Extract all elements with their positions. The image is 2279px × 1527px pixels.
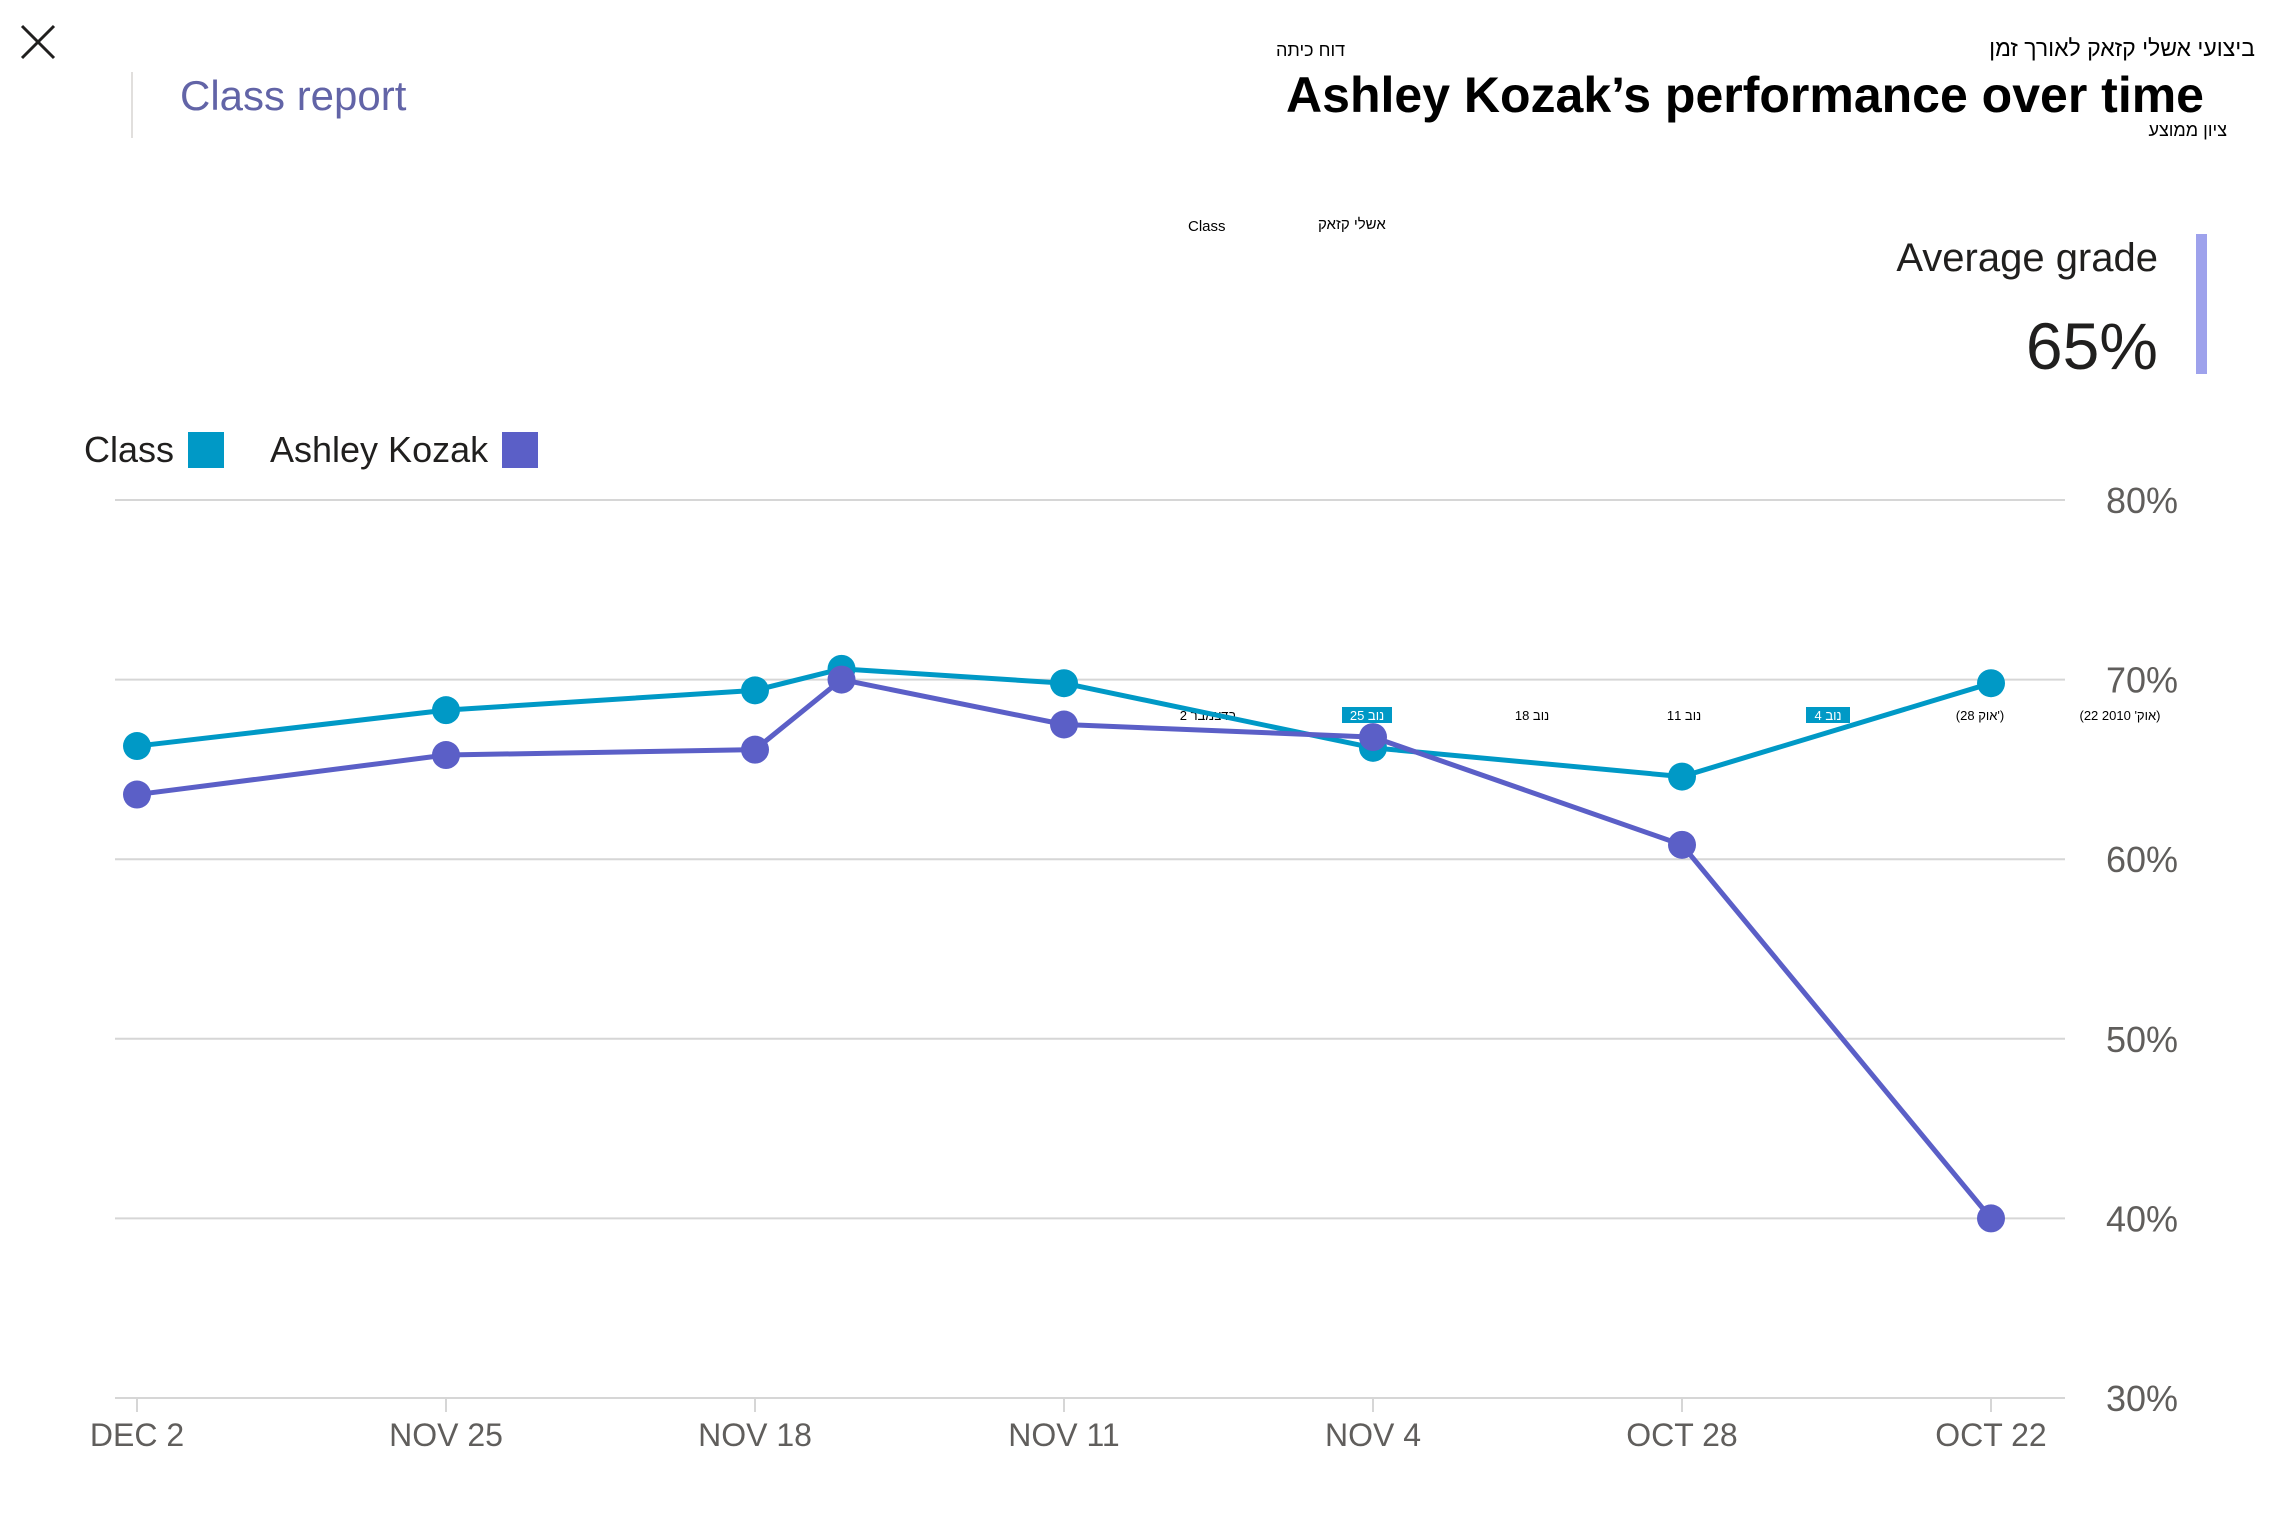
hebrew-class-report: דוח כיתה xyxy=(1276,40,1346,60)
legend-student-swatch xyxy=(502,432,539,468)
y-tick-label: 80% xyxy=(2106,480,2178,521)
class-data-point xyxy=(432,696,460,725)
x-tick-label: OCT 28 xyxy=(1626,1417,1737,1453)
class-data-point xyxy=(1668,762,1696,791)
y-tick-label: 30% xyxy=(2106,1378,2178,1419)
student-data-point xyxy=(1359,723,1387,752)
class-series-line xyxy=(136,666,1992,780)
average-accent-bar xyxy=(2196,234,2207,374)
x-tick-label: NOV 25 xyxy=(389,1417,503,1453)
student-data-point xyxy=(827,665,856,694)
legend-student-label: Ashley Kozak xyxy=(270,429,489,470)
hebrew-tick-label: (28 אוק') xyxy=(1956,708,2004,723)
mini-legend-class: Class xyxy=(1188,218,1226,235)
x-tick-label: NOV 4 xyxy=(1325,1417,1421,1453)
class-report-link[interactable]: Class report xyxy=(180,72,407,119)
y-tick-label: 50% xyxy=(2106,1019,2178,1060)
class-data-point xyxy=(741,676,769,705)
hebrew-tick-highlight xyxy=(1806,707,1850,723)
hebrew-title: ביצועי אשלי קזאק לאורך זמן xyxy=(1989,35,2255,61)
hebrew-tick-label: נוב 4 xyxy=(1814,708,1841,723)
average-grade-label: Average grade xyxy=(1896,236,2158,280)
class-data-point xyxy=(1977,669,2005,698)
y-tick-label: 70% xyxy=(2106,660,2178,701)
class-data-point xyxy=(123,732,151,761)
student-data-point xyxy=(1668,830,1696,859)
y-tick-label: 60% xyxy=(2106,839,2178,880)
page-title: Ashley Kozak’s performance over time xyxy=(1286,67,2204,123)
class-data-point xyxy=(1050,669,1078,698)
x-tick-label: NOV 18 xyxy=(698,1417,812,1453)
student-data-point xyxy=(432,741,460,770)
hebrew-tick-label: (22 אוק' 2010) xyxy=(2080,708,2161,723)
student-series-line xyxy=(136,677,1993,1220)
legend-class-label: Class xyxy=(84,429,175,470)
hebrew-tick-label: נוב 25 xyxy=(1350,708,1384,723)
average-grade-value: 65% xyxy=(2025,309,2158,383)
close-icon xyxy=(20,24,56,60)
close-button[interactable] xyxy=(14,18,62,66)
student-data-point xyxy=(1977,1204,2005,1233)
student-data-point xyxy=(123,780,151,809)
mini-legend-student: אשלי קזאק xyxy=(1318,216,1386,233)
hebrew-average-grade: ציון ממוצע xyxy=(2148,120,2227,140)
legend-student[interactable]: Ashley Kozak xyxy=(270,428,539,472)
hebrew-tick-label: נוב 18 xyxy=(1515,708,1549,723)
student-data-point xyxy=(1050,710,1078,739)
x-tick-label: DEC 2 xyxy=(90,1417,184,1453)
hebrew-tick-label: נוב 11 xyxy=(1667,708,1701,723)
student-data-point xyxy=(741,735,769,764)
y-tick-label: 40% xyxy=(2106,1198,2178,1239)
x-tick-label: OCT 22 xyxy=(1935,1417,2046,1453)
legend-class[interactable]: Class xyxy=(84,428,225,472)
header-divider xyxy=(131,72,133,138)
x-tick-label: NOV 11 xyxy=(1008,1417,1119,1453)
legend-class-swatch xyxy=(188,432,225,468)
hebrew-tick-highlight xyxy=(1342,707,1392,723)
